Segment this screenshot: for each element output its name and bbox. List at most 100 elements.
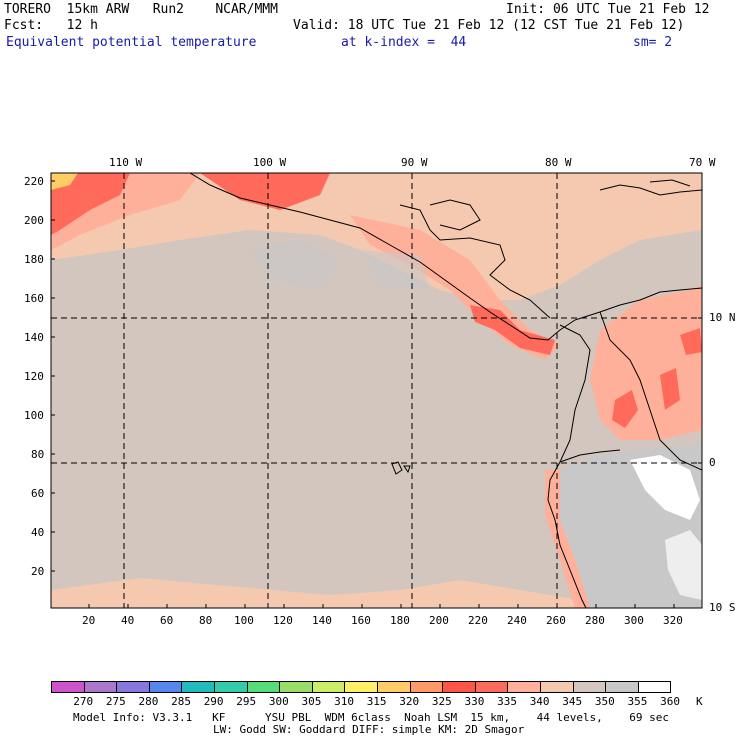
y-tick-label: 60: [31, 487, 45, 500]
colorbar-label: 335: [497, 695, 517, 708]
x-tick-label: 280: [585, 614, 605, 627]
colorbar-swatch: [377, 681, 411, 693]
colorbar-label: 325: [431, 695, 452, 708]
colorbar-swatch: [442, 681, 476, 693]
warm-core-nw: [51, 173, 130, 235]
field-name: Equivalent potential temperature: [6, 35, 257, 50]
colorbar-label: 285: [171, 695, 191, 708]
model-title: TORERO 15km ARW Run2 NCAR/MMM: [4, 2, 278, 17]
y-tick-label: 180: [24, 253, 44, 266]
colorbar-unit: K: [696, 695, 703, 708]
x-tick-label: 80: [199, 614, 213, 627]
colorbar-swatch: [311, 681, 346, 693]
y-tick-label: 140: [24, 331, 44, 344]
warm-spot-nw: [51, 173, 78, 190]
warm-band-south: [51, 578, 580, 608]
white-region-andes: [630, 455, 700, 520]
smoothing-label: sm= 2: [633, 35, 673, 50]
colorbar-label: 345: [562, 695, 583, 708]
coastline-hispaniola: [649, 179, 691, 187]
lat-label-equator: 0: [709, 456, 716, 469]
colorbar-swatch: [214, 681, 248, 693]
lon-label-80w: 80 W: [545, 156, 572, 169]
colorbar-swatch: [474, 681, 509, 693]
model-info: Model Info: V3.3.1 KF YSU PBL WDM 6class…: [73, 711, 670, 724]
x-tick-label: 200: [429, 614, 449, 627]
colorbar-label: 305: [301, 695, 322, 708]
x-tick-label: 300: [624, 614, 644, 627]
x-tick-label: 220: [468, 614, 488, 627]
colorbar-label: 330: [464, 695, 485, 708]
colorbar-label: 315: [366, 695, 387, 708]
colorbar-swatch: [540, 681, 574, 693]
colorbar-label: 290: [203, 695, 224, 708]
init-time: Init: 06 UTC Tue 21 Feb 12: [506, 2, 710, 17]
white-region-amazon: [665, 530, 702, 600]
colorbar-swatch: [637, 681, 672, 693]
y-tick-label: 40: [31, 526, 45, 539]
colorbar-swatch: [279, 681, 313, 693]
colorbar-label: 360: [660, 695, 680, 708]
x-tick-label: 240: [507, 614, 527, 627]
border-colombia: [599, 311, 702, 471]
colorbar-label: 350: [594, 695, 615, 708]
map-frame: [50, 172, 703, 609]
x-tick-label: 40: [121, 614, 135, 627]
coastline-gulf: [399, 204, 551, 319]
y-tick-label: 120: [24, 370, 44, 383]
x-tick-label: 60: [160, 614, 174, 627]
warm-core-colombia-2: [660, 368, 680, 410]
physics-info: LW: Godd SW: Goddard DIFF: simple KM: 2D…: [213, 723, 525, 736]
colorbar-swatch: [605, 681, 639, 693]
x-tick-label: 180: [390, 614, 410, 627]
lat-label-10n: 10 N: [709, 311, 736, 324]
colorbar-label: 275: [105, 695, 126, 708]
lon-label-90w: 90 W: [401, 156, 428, 169]
warm-core-colombia-1: [612, 390, 638, 428]
y-tick-label: 80: [31, 448, 45, 461]
colorbar-swatch: [116, 681, 150, 693]
lon-label-110w: 110 W: [109, 156, 143, 169]
coastline-south-america: [547, 324, 591, 608]
warm-sliver-coast: [545, 470, 590, 608]
colorbar-swatch: [181, 681, 215, 693]
border-ecuador: [559, 449, 621, 463]
colorbar-swatch: [148, 681, 183, 693]
colorbar-swatch: [246, 681, 281, 693]
colorbar-swatch: [51, 681, 85, 693]
y-tick-label: 200: [24, 214, 44, 227]
colorbar-label: 280: [138, 695, 159, 708]
y-tick-label: 160: [24, 292, 44, 305]
gray-patch-2: [360, 250, 430, 290]
warm-strip-mexico: [200, 173, 330, 210]
coastline-cuba: [599, 184, 702, 196]
colorbar-swatch: [344, 681, 378, 693]
level-index: at k-index = 44: [341, 35, 467, 50]
coastline-yucatan: [429, 199, 481, 231]
y-tick-label: 20: [31, 565, 45, 578]
colorbar-swatch: [409, 681, 444, 693]
colorbar-label: 300: [268, 695, 289, 708]
colorbar-label: 340: [529, 695, 550, 708]
x-tick-label: 20: [82, 614, 96, 627]
x-tick-label: 120: [273, 614, 293, 627]
colorbar-swatch: [507, 681, 541, 693]
colorbar-label: 270: [73, 695, 94, 708]
colorbar-label: 310: [334, 695, 354, 708]
lat-label-10s: 10 S: [709, 601, 736, 614]
x-tick-label: 140: [312, 614, 332, 627]
valid-time: Valid: 18 UTC Tue 21 Feb 12 (12 CST Tue …: [293, 18, 685, 33]
forecast-hour: Fcst: 12 h: [4, 18, 98, 33]
x-tick-label: 100: [234, 614, 254, 627]
x-tick-label: 260: [546, 614, 566, 627]
colorbar-label: 295: [236, 695, 257, 708]
x-tick-label: 320: [663, 614, 683, 627]
x-tick-label: 160: [351, 614, 371, 627]
coastline-mexico: [189, 173, 576, 341]
colorbar-swatch: [572, 681, 607, 693]
lon-label-70w: 70 W: [689, 156, 716, 169]
colorbar-label: 320: [399, 695, 420, 708]
y-tick-label: 220: [24, 175, 44, 188]
lon-label-100w: 100 W: [253, 156, 287, 169]
